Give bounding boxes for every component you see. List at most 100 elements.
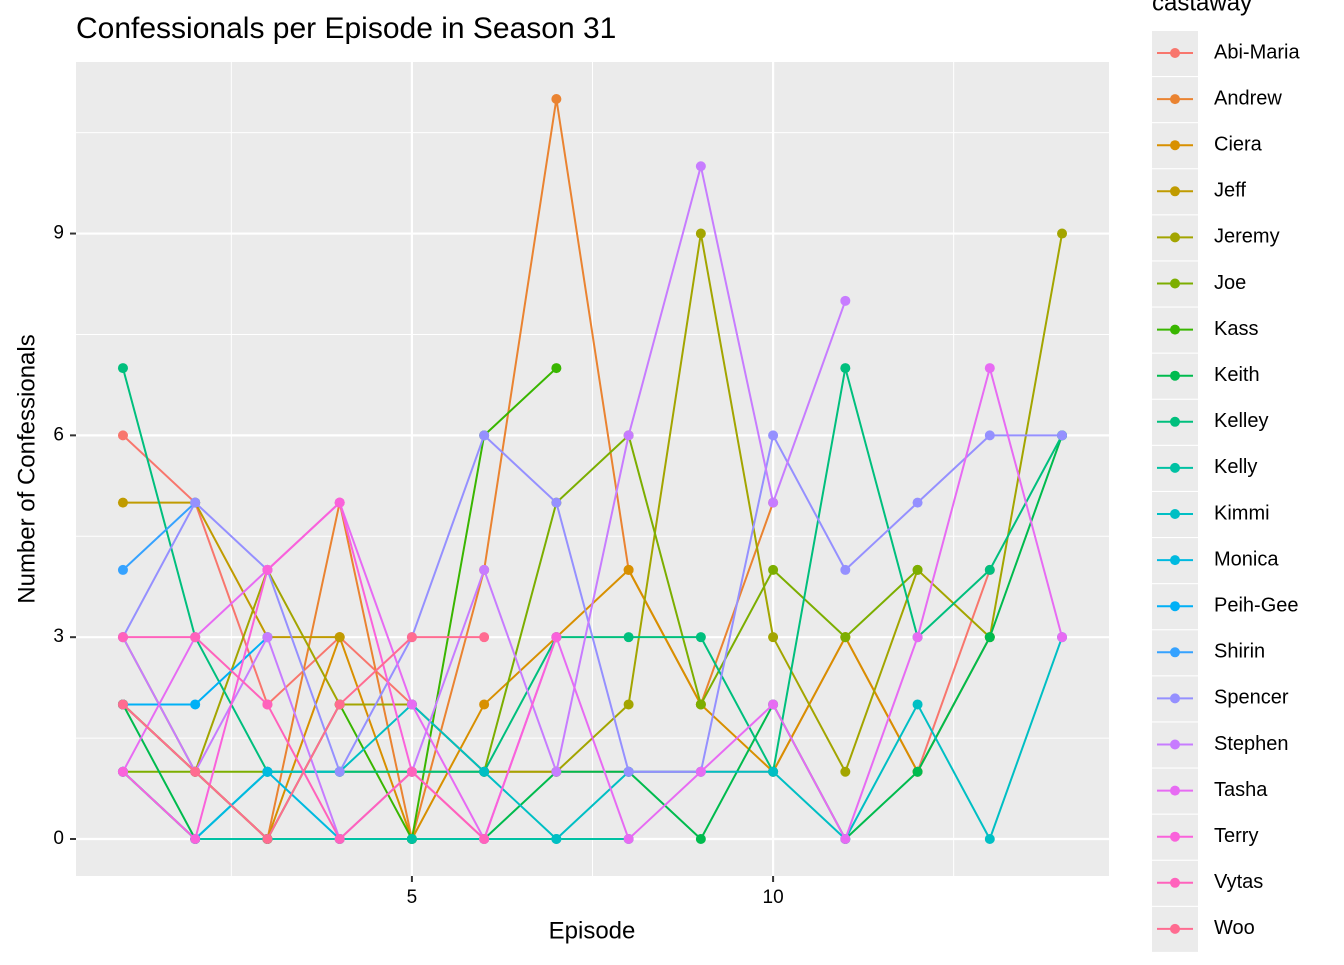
legend-point [1170,324,1180,335]
legend-point [1170,555,1180,566]
legend-point [1170,232,1180,243]
legend-label: Andrew [1214,87,1282,109]
legend-label: Jeremy [1214,226,1280,248]
data-point [406,632,417,643]
data-point [479,834,490,844]
data-point [551,363,562,374]
legend-point [1170,94,1180,105]
series-line [122,770,629,840]
data-point [190,699,201,710]
legend-point [1170,739,1180,750]
data-point [551,834,562,844]
data-point [623,632,634,643]
data-point [551,632,562,643]
data-point [768,699,779,710]
data-point [262,766,273,777]
y-tick-label: 6 [53,424,64,445]
data-point [117,699,128,710]
data-point [551,94,562,104]
data-point [190,632,201,643]
data-point [334,834,345,844]
legend-label: Woo [1214,917,1255,939]
legend-point [1170,462,1180,473]
data-point [768,430,779,441]
data-point [117,497,128,508]
data-point [840,363,851,374]
data-point [262,834,273,844]
data-point [912,699,923,710]
y-axis-label: Number of Confessionals [13,334,40,603]
legend-label: Stephen [1214,733,1289,755]
y-tick-label: 9 [53,223,64,244]
data-point [551,497,562,508]
data-point [840,564,851,575]
series-line [122,433,919,773]
legend-point [1170,785,1180,796]
legend-point [1170,831,1180,842]
data-point [623,766,634,777]
data-point [623,430,634,441]
data-point [912,497,923,508]
data-point [479,632,490,643]
legend-point [1170,923,1180,934]
legend-point [1170,140,1180,151]
data-point [768,497,779,508]
data-point [334,699,345,710]
legend-point [1170,278,1180,289]
data-point [984,430,995,441]
legend-point [1170,877,1180,888]
legend-label: Kelley [1214,410,1268,432]
data-point [768,766,779,777]
legend-point [1170,186,1180,197]
data-point [912,632,923,643]
legend: Abi-Maria Andrew Ciera Jeff Jeremy Joe Kass Kei… [1152,31,1300,952]
data-point [912,564,923,575]
x-axis-label: Episode [549,917,636,944]
legend-label: Abi-Maria [1214,41,1300,63]
series-lines [117,94,1068,844]
data-point [262,564,273,575]
legend-point [1170,48,1180,58]
data-point [479,564,490,575]
legend-label: Ciera [1214,133,1263,155]
legend-label: Peih-Gee [1214,594,1299,616]
legend-label: Vytas [1214,871,1263,893]
legend-point [1170,693,1180,704]
data-point [768,564,779,575]
data-point [1057,632,1068,643]
data-point [190,834,201,844]
data-point [551,766,562,777]
data-point [479,766,490,777]
legend-label: Keith [1214,364,1260,386]
data-point [1057,228,1068,239]
y-tick-label: 3 [53,626,64,647]
legend-point [1170,416,1180,427]
data-point [912,766,923,777]
x-tick-label: 5 [407,887,418,908]
legend-label: Kass [1214,318,1258,340]
legend-title: castaway [1152,0,1252,16]
data-point [695,161,706,172]
data-point [117,632,128,643]
data-point [190,766,201,777]
legend-label: Joe [1214,272,1246,294]
legend-label: Kimmi [1214,502,1270,524]
series-line [122,501,196,571]
x-tick-label: 10 [763,887,784,908]
legend-label: Monica [1214,548,1279,570]
legend-label: Jeff [1214,180,1246,202]
data-point [623,564,634,575]
data-point [695,632,706,643]
legend-label: Kelly [1214,456,1257,478]
data-point [334,497,345,508]
data-point [695,228,706,239]
data-point [840,834,851,844]
data-point [117,363,128,374]
data-point [984,564,995,575]
data-point [334,632,345,643]
data-point [695,834,706,844]
data-point [262,632,273,643]
data-point [623,699,634,710]
